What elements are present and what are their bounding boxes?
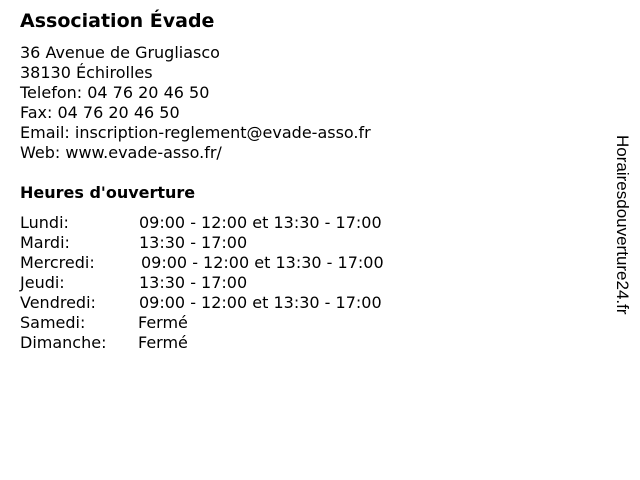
day: Mardi: <box>20 233 70 252</box>
time: Fermé <box>138 313 188 332</box>
day: Mercredi: <box>20 253 95 272</box>
time: 13:30 - 17:00 <box>139 273 248 292</box>
fax: Fax: 04 76 20 46 50 <box>20 103 180 122</box>
hours-row: Samedi: Fermé <box>20 313 384 333</box>
page-title: Association Évade <box>20 10 215 32</box>
time: 09:00 - 12:00 et 13:30 - 17:00 <box>141 253 384 272</box>
hours-row: Jeudi: 13:30 - 17:00 <box>20 273 384 293</box>
hours-row: Dimanche: Fermé <box>20 333 384 353</box>
time: 09:00 - 12:00 et 13:30 - 17:00 <box>139 293 382 312</box>
time: 09:00 - 12:00 et 13:30 - 17:00 <box>139 213 382 232</box>
hours-row: Mardi: 13:30 - 17:00 <box>20 233 384 253</box>
day: Samedi: <box>20 313 86 332</box>
hours-row: Lundi: 09:00 - 12:00 et 13:30 - 17:00 <box>20 213 384 233</box>
time: Fermé <box>138 333 188 352</box>
day: Jeudi: <box>20 273 65 292</box>
hours-row: Mercredi: 09:00 - 12:00 et 13:30 - 17:00 <box>20 253 384 273</box>
day: Lundi: <box>20 213 69 232</box>
address-line-1: 36 Avenue de Grugliasco <box>20 43 220 62</box>
hours-table: Lundi: 09:00 - 12:00 et 13:30 - 17:00 Mar… <box>20 213 384 353</box>
time: 13:30 - 17:00 <box>139 233 248 252</box>
watermark: Horairesdouverture24.fr <box>613 135 632 315</box>
address-line-2: 38130 Échirolles <box>20 63 153 82</box>
day: Vendredi: <box>20 293 96 312</box>
hours-row: Vendredi: 09:00 - 12:00 et 13:30 - 17:00 <box>20 293 384 313</box>
contact-info: 36 Avenue de Grugliasco 38130 Échirolles… <box>20 43 371 163</box>
phone: Telefon: 04 76 20 46 50 <box>20 83 210 102</box>
email: Email: inscription-reglement@evade-asso.… <box>20 123 371 142</box>
website: Web: www.evade-asso.fr/ <box>20 143 222 162</box>
day: Dimanche: <box>20 333 107 352</box>
hours-heading: Heures d'ouverture <box>20 183 196 202</box>
